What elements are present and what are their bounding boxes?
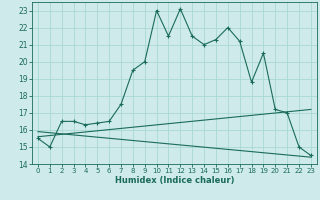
X-axis label: Humidex (Indice chaleur): Humidex (Indice chaleur) xyxy=(115,176,234,185)
